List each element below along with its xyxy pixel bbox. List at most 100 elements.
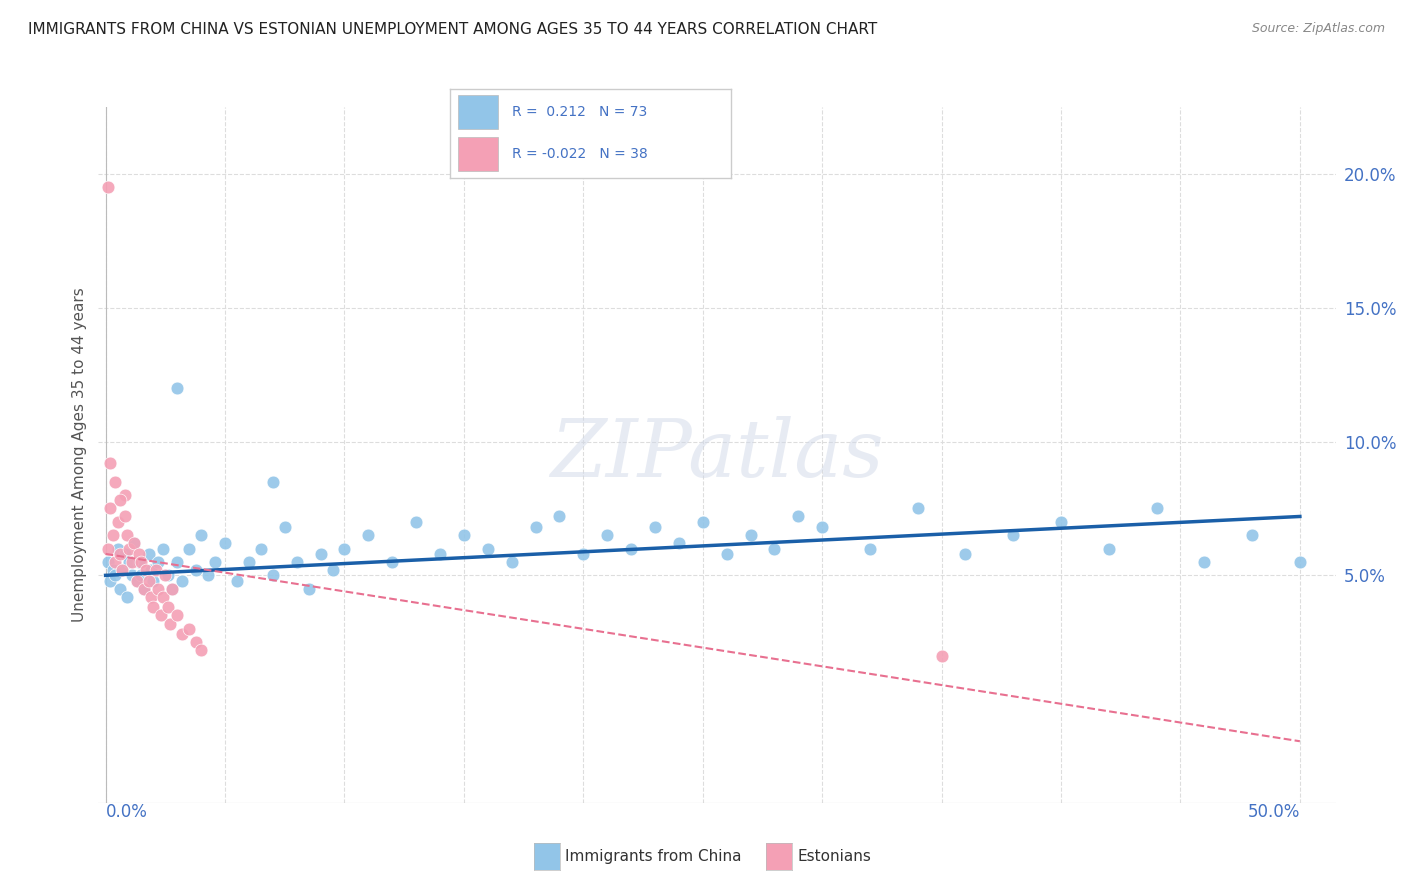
Point <box>357 528 380 542</box>
Point <box>159 616 181 631</box>
Point <box>101 563 124 577</box>
Point <box>156 600 179 615</box>
Point <box>186 635 208 649</box>
Point <box>1146 501 1168 516</box>
Point <box>166 608 188 623</box>
Point <box>321 563 343 577</box>
Point <box>787 509 810 524</box>
Point <box>114 509 136 524</box>
Point <box>1194 555 1216 569</box>
Point <box>131 555 153 569</box>
Point <box>309 547 332 561</box>
Point <box>152 590 174 604</box>
Text: 50.0%: 50.0% <box>1247 803 1301 821</box>
Point <box>190 643 212 657</box>
Point <box>155 568 177 582</box>
Point <box>763 541 786 556</box>
Point <box>262 475 284 489</box>
Point <box>572 547 595 561</box>
Point <box>716 547 738 561</box>
Point <box>166 555 188 569</box>
Point <box>108 493 131 508</box>
Point <box>145 563 167 577</box>
Point <box>139 563 162 577</box>
Point <box>156 568 179 582</box>
Point <box>548 509 571 524</box>
Point <box>132 582 155 596</box>
Point <box>186 563 208 577</box>
Point <box>138 574 160 588</box>
Point <box>250 541 273 556</box>
Text: R = -0.022   N = 38: R = -0.022 N = 38 <box>512 147 648 161</box>
Point <box>262 568 284 582</box>
Point <box>1289 555 1312 569</box>
Point <box>197 568 219 582</box>
Text: Source: ZipAtlas.com: Source: ZipAtlas.com <box>1251 22 1385 36</box>
Point <box>170 627 193 641</box>
Point <box>297 582 319 596</box>
Point <box>142 574 165 588</box>
Point <box>381 555 404 569</box>
FancyBboxPatch shape <box>458 137 498 171</box>
Point <box>740 528 762 542</box>
Point <box>453 528 475 542</box>
Point <box>108 547 131 561</box>
Point <box>524 520 547 534</box>
Point <box>125 574 148 588</box>
Point <box>166 381 188 395</box>
Point <box>118 555 141 569</box>
Point <box>931 648 953 663</box>
Point <box>128 547 150 561</box>
Y-axis label: Unemployment Among Ages 35 to 44 years: Unemployment Among Ages 35 to 44 years <box>72 287 87 623</box>
Point <box>135 563 157 577</box>
Point <box>152 541 174 556</box>
Point <box>955 547 977 561</box>
Point <box>596 528 619 542</box>
Text: ZIPatlas: ZIPatlas <box>550 417 884 493</box>
Point <box>907 501 929 516</box>
Point <box>333 541 356 556</box>
Point <box>644 520 666 534</box>
Point <box>98 501 121 516</box>
Point <box>859 541 882 556</box>
Point <box>692 515 714 529</box>
Point <box>190 528 212 542</box>
Point <box>108 582 131 596</box>
Point <box>146 582 169 596</box>
Point <box>501 555 523 569</box>
Point <box>122 536 145 550</box>
Point <box>131 568 153 582</box>
Point <box>179 622 201 636</box>
Text: Estonians: Estonians <box>797 849 872 863</box>
Point <box>149 608 172 623</box>
Point <box>104 555 127 569</box>
Text: Immigrants from China: Immigrants from China <box>565 849 742 863</box>
Point <box>274 520 297 534</box>
Point <box>1002 528 1025 542</box>
Point <box>107 541 129 556</box>
Point <box>477 541 499 556</box>
Point <box>111 563 134 577</box>
Point <box>668 536 690 550</box>
Point <box>179 541 201 556</box>
Point <box>111 563 134 577</box>
Point <box>118 541 141 556</box>
Point <box>204 555 226 569</box>
Point <box>115 528 138 542</box>
Point <box>121 555 143 569</box>
Point <box>429 547 451 561</box>
Point <box>285 555 308 569</box>
Point <box>811 520 834 534</box>
Text: IMMIGRANTS FROM CHINA VS ESTONIAN UNEMPLOYMENT AMONG AGES 35 TO 44 YEARS CORRELA: IMMIGRANTS FROM CHINA VS ESTONIAN UNEMPL… <box>28 22 877 37</box>
Point <box>214 536 236 550</box>
Point <box>1050 515 1073 529</box>
Point <box>122 536 145 550</box>
Point <box>114 547 136 561</box>
Point <box>104 475 127 489</box>
Point <box>146 555 169 569</box>
Point <box>115 590 138 604</box>
Text: 0.0%: 0.0% <box>105 803 148 821</box>
Point <box>142 600 165 615</box>
Point <box>97 541 120 556</box>
Point <box>97 555 120 569</box>
